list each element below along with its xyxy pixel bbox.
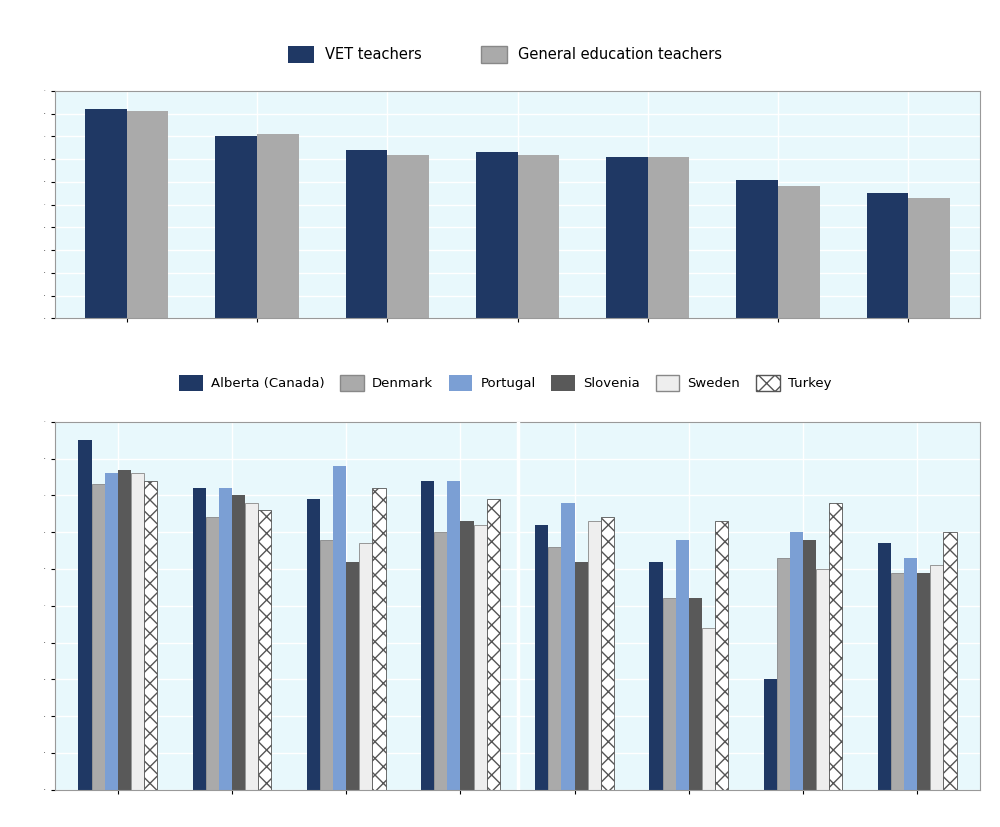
Bar <box>917 572 930 790</box>
Bar <box>85 109 127 318</box>
Bar <box>476 152 518 318</box>
Bar <box>904 558 917 790</box>
Bar <box>930 566 943 790</box>
Bar <box>346 562 359 790</box>
Bar <box>346 151 387 318</box>
Bar <box>689 599 702 790</box>
Bar <box>474 525 487 790</box>
Bar <box>764 680 777 790</box>
Bar <box>676 539 689 790</box>
Bar <box>118 470 131 790</box>
Bar <box>790 533 803 790</box>
Bar <box>105 473 118 790</box>
Bar <box>518 155 559 318</box>
Bar <box>144 480 157 790</box>
Bar <box>232 495 245 790</box>
Bar <box>601 518 614 790</box>
Bar <box>245 503 258 790</box>
Bar <box>561 503 575 790</box>
Bar <box>943 533 957 790</box>
Bar <box>663 599 676 790</box>
Bar <box>606 157 648 318</box>
Bar <box>421 480 434 790</box>
Bar <box>878 543 891 790</box>
Bar <box>372 488 386 790</box>
Bar <box>867 194 908 318</box>
Bar <box>219 488 232 790</box>
Bar <box>257 134 299 318</box>
Bar <box>127 112 168 318</box>
Bar <box>193 488 206 790</box>
Bar <box>891 572 904 790</box>
Bar <box>434 533 447 790</box>
Bar <box>777 558 790 790</box>
Bar <box>829 503 842 790</box>
Bar <box>258 510 271 790</box>
Bar <box>92 485 105 790</box>
Bar <box>320 539 333 790</box>
Legend: Alberta (Canada), Denmark, Portugal, Slovenia, Sweden, Turkey: Alberta (Canada), Denmark, Portugal, Slo… <box>174 370 836 396</box>
Bar <box>702 628 715 790</box>
Bar <box>206 518 219 790</box>
Bar <box>715 521 728 790</box>
Bar <box>575 562 588 790</box>
Bar <box>215 136 257 318</box>
Bar <box>803 539 816 790</box>
Bar <box>333 466 346 790</box>
Bar <box>736 179 778 318</box>
Bar <box>908 198 950 318</box>
Bar <box>359 543 372 790</box>
Bar <box>535 525 548 790</box>
Bar <box>778 187 820 318</box>
Bar <box>447 480 460 790</box>
Bar <box>649 562 663 790</box>
Bar <box>548 547 561 790</box>
Bar <box>460 521 474 790</box>
Bar <box>387 155 429 318</box>
Bar <box>78 440 92 790</box>
Bar <box>648 157 689 318</box>
Bar <box>816 569 829 790</box>
Legend: VET teachers, General education teachers: VET teachers, General education teachers <box>282 41 728 69</box>
Bar <box>588 521 601 790</box>
Bar <box>487 499 500 790</box>
Bar <box>131 473 144 790</box>
Bar <box>307 499 320 790</box>
